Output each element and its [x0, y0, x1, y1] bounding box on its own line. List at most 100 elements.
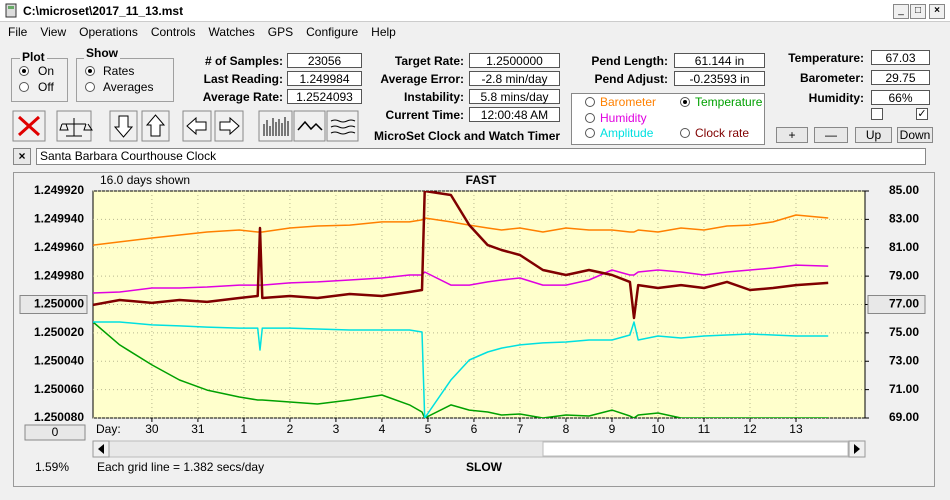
- x-tick-label: 5: [425, 422, 432, 436]
- y-tick-label: 1.250040: [34, 353, 84, 367]
- menu-item[interactable]: Watches: [208, 25, 255, 39]
- left-button[interactable]: [182, 110, 212, 142]
- slow-label: SLOW: [466, 460, 503, 474]
- delete-button[interactable]: [12, 110, 46, 142]
- field-label: Pend Length:: [591, 54, 668, 68]
- down-button[interactable]: [109, 110, 138, 142]
- field-label: Pend Adjust:: [594, 72, 668, 86]
- plus-button[interactable]: +: [776, 127, 808, 143]
- field-value: 1.249984: [287, 71, 362, 86]
- field-label: # of Samples:: [204, 54, 283, 68]
- radio-averages[interactable]: [85, 82, 95, 92]
- legend-label: Clock rate: [695, 126, 750, 140]
- x-tick-label: 31: [191, 422, 205, 436]
- field-value: -2.8 min/day: [469, 71, 560, 86]
- grid-note: Each grid line = 1.382 secs/day: [97, 460, 264, 474]
- field-label: Average Rate:: [202, 90, 283, 104]
- minus-button[interactable]: —: [814, 127, 848, 143]
- legend-radio[interactable]: [680, 128, 690, 138]
- clock-name-field[interactable]: Santa Barbara Courthouse Clock: [36, 148, 926, 165]
- field-value: 61.144 in: [674, 53, 765, 68]
- radio-label: On: [38, 64, 55, 78]
- menu-item[interactable]: File: [8, 25, 28, 39]
- radio-on[interactable]: [19, 66, 29, 76]
- y2-tick-label: 83.00: [889, 212, 919, 226]
- y-tick-label: 1.250000: [34, 297, 84, 311]
- x-tick-label: 4: [379, 422, 386, 436]
- checkbox[interactable]: [871, 108, 883, 120]
- y2-tick-label: 69.00: [889, 410, 919, 424]
- y-tick-label: 1.249960: [34, 240, 84, 254]
- field-value: 1.2524093: [287, 89, 362, 104]
- menu-item[interactable]: GPS: [267, 25, 294, 39]
- y-tick-label: 1.250060: [34, 382, 84, 396]
- x-tick-label: 2: [287, 422, 294, 436]
- field-value: 66%: [871, 90, 930, 105]
- legend: [571, 93, 765, 145]
- title-bar: C:\microset\2017_11_13.mst _ □ ×: [0, 0, 950, 22]
- y-tick-label: 1.249920: [34, 183, 84, 197]
- legend-radio[interactable]: [585, 97, 595, 107]
- bars-button[interactable]: [258, 110, 293, 142]
- field-label: Average Error:: [380, 72, 464, 86]
- down-button[interactable]: Down: [897, 127, 933, 143]
- series-line: [93, 264, 829, 294]
- x-tick-label: 13: [789, 422, 803, 436]
- wave-button[interactable]: [293, 110, 326, 142]
- y-tick-label: 1.250020: [34, 325, 84, 339]
- x-tick-label: 6: [471, 422, 478, 436]
- radio-label: Averages: [103, 80, 154, 94]
- y2-tick-label: 73.00: [889, 353, 919, 367]
- field-label: Barometer:: [799, 71, 864, 85]
- menu-item[interactable]: Help: [371, 25, 396, 39]
- close-button[interactable]: ×: [929, 4, 945, 19]
- menu-item[interactable]: Operations: [79, 25, 138, 39]
- app-name: MicroSet Clock and Watch Timer: [374, 129, 561, 143]
- x-tick-label: 3: [333, 422, 340, 436]
- fast-label: FAST: [466, 173, 497, 187]
- up-button[interactable]: Up: [855, 127, 892, 143]
- group-title: Show: [84, 46, 120, 60]
- scrollbar[interactable]: [92, 440, 866, 458]
- clear-button[interactable]: ×: [13, 148, 31, 165]
- series-line: [93, 321, 829, 418]
- balance-button[interactable]: [56, 110, 93, 142]
- field-value: 29.75: [871, 70, 930, 85]
- field-label: Humidity:: [808, 91, 864, 105]
- radio-off[interactable]: [19, 82, 29, 92]
- offset-button[interactable]: 0: [24, 424, 86, 441]
- radio-rates[interactable]: [85, 66, 95, 76]
- up-button[interactable]: [141, 110, 170, 142]
- menu-item[interactable]: Configure: [306, 25, 359, 39]
- menu-bar: File View Operations Controls Watches GPS Conf…: [8, 25, 396, 39]
- menu-item[interactable]: View: [40, 25, 67, 39]
- legend-radio[interactable]: [585, 128, 595, 138]
- x-tick-label: 11: [698, 422, 711, 436]
- lines-button[interactable]: [326, 110, 359, 142]
- maximize-button[interactable]: □: [910, 4, 926, 19]
- right-button[interactable]: [214, 110, 244, 142]
- group-title: Plot: [20, 50, 47, 64]
- series-line: [93, 191, 829, 320]
- field-label: Target Rate:: [394, 54, 464, 68]
- menu-item[interactable]: Controls: [150, 25, 196, 39]
- series-line: [93, 214, 829, 246]
- legend-radio-selected[interactable]: [680, 97, 690, 107]
- x-tick-label: 8: [563, 422, 570, 436]
- y2-tick-label: 79.00: [889, 268, 919, 282]
- chart-panel: [13, 172, 935, 487]
- y-tick-label: 1.250080: [34, 410, 84, 424]
- series-line: [93, 321, 829, 418]
- legend-label: Temperature: [695, 95, 763, 109]
- app-icon: [5, 3, 17, 18]
- minimize-button[interactable]: _: [893, 4, 909, 19]
- field-value: 12:00:48 AM: [469, 107, 560, 122]
- legend-radio[interactable]: [585, 113, 595, 123]
- scroll-percent: 1.59%: [35, 460, 69, 474]
- checkbox-checked[interactable]: ✓: [916, 108, 928, 120]
- x-tick-label: 1: [241, 422, 248, 436]
- radio-label: Off: [38, 80, 54, 94]
- field-label: Instability:: [403, 90, 464, 104]
